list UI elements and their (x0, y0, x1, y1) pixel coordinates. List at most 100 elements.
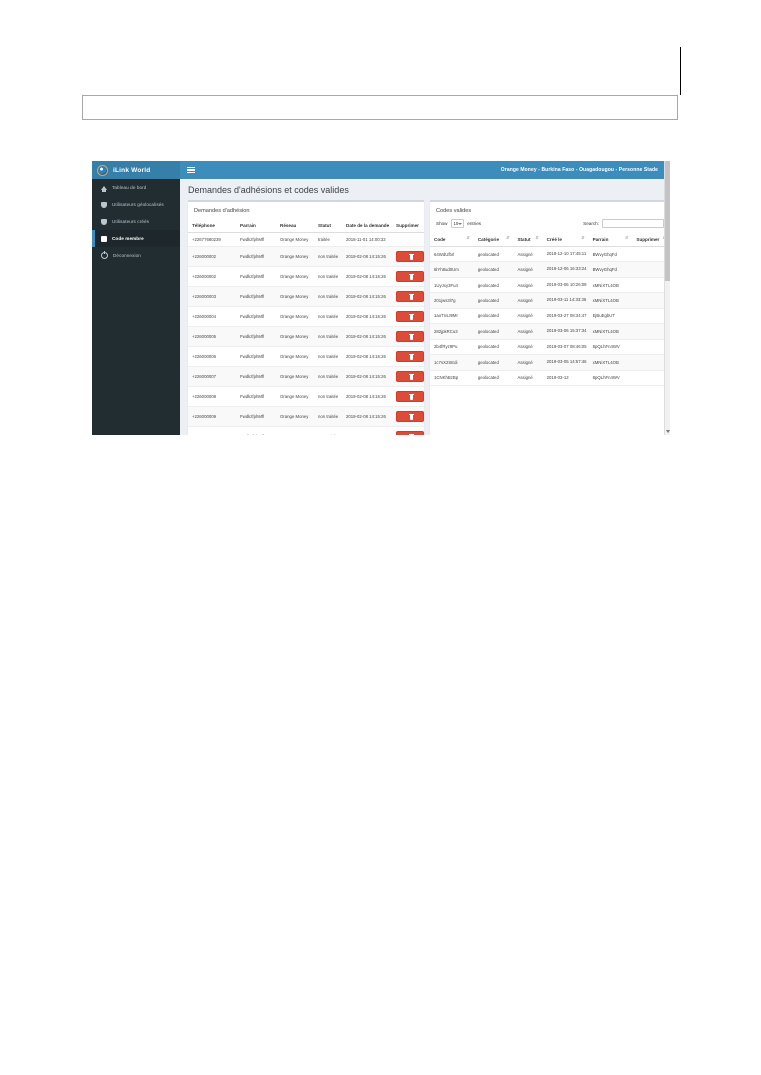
cell-parrain: FwdkzfphMfl (236, 286, 276, 307)
sidebar-item-utilisateurs-geolocalises[interactable]: Utilisateurs géolocalisés (92, 196, 180, 213)
main-content: Demandes d'adhésions et codes valides De… (180, 179, 670, 435)
table-demandes-adhesion: Téléphone Parrain Réseau Statut Date de … (188, 219, 424, 435)
delete-button[interactable] (396, 251, 424, 262)
cell-supprimer (632, 370, 670, 386)
table-row: +226000006 FwdkzfphMfl Orange Money non tra… (188, 346, 424, 367)
table-row: 64WdUfbrl geolocated Assigné 2018-12-10 17:… (430, 246, 670, 263)
sidebar-item-deconnexion[interactable]: Déconnexion (92, 247, 180, 264)
cell-date: 2019-02-08 14:15:26 (342, 386, 392, 407)
cell-supprimer (392, 246, 424, 267)
cell-supprimer (632, 354, 670, 371)
cell-supprimer (632, 339, 670, 356)
col-categorie[interactable]: Catégorie ⇵ (473, 233, 514, 247)
table-row: +226000002 FwdkzfphMfl Orange Money non tra… (188, 266, 424, 287)
table-row: +226000002 FwdkzfphMfl Orange Money non tra… (188, 246, 424, 267)
cell-reseau: Orange Money (276, 232, 314, 247)
delete-button[interactable] (396, 271, 424, 282)
cell-parrain: 8pQLhFn4WV (588, 370, 633, 386)
sidebar-item-tableau-de-bord[interactable]: Tableau de bord (92, 179, 180, 196)
cell-code: 64WdUfbrl (430, 246, 474, 263)
sidebar-item-label: Utilisateurs géolocalisés (112, 202, 164, 207)
hamburger-menu-icon[interactable] (187, 166, 195, 174)
card-title: Codes valides (436, 208, 472, 214)
table-row: +226000004 FwdkzfphMfl Orange Money non tra… (188, 306, 424, 327)
cell-telephone: +22677680239 (188, 232, 236, 247)
scrollbar-thumb[interactable] (665, 161, 670, 281)
col-parrain[interactable]: Parrain ⇵ (588, 233, 633, 247)
document-empty-bar (82, 95, 678, 120)
delete-button[interactable] (396, 371, 424, 382)
page-scrollbar[interactable] (664, 161, 670, 435)
users-icon (101, 201, 107, 208)
col-statut: Statut (314, 219, 342, 233)
col-statut[interactable]: Statut ⇵ (513, 233, 543, 247)
entries-select[interactable]: 10 (450, 219, 465, 228)
delete-button[interactable] (396, 391, 424, 402)
cell-reseau: Orange Money (276, 326, 314, 347)
cell-statut: Assigné (513, 339, 543, 356)
delete-button[interactable] (396, 431, 424, 435)
col-code[interactable]: Code ⇵ (430, 233, 474, 247)
cell-supprimer (632, 261, 670, 278)
cell-cree-le: 2019-03-06 15:37:34 (542, 323, 589, 340)
table-row: 6lYh8ud0Um geolocated Assigné 2018-12-06 16… (430, 261, 670, 278)
cell-statut: Assigné (513, 277, 543, 294)
delete-button[interactable] (396, 291, 424, 302)
col-telephone: Téléphone (188, 219, 236, 233)
cell-parrain: FwdkzfphMfl (236, 232, 276, 247)
cell-code: 201jws3l7g (430, 292, 474, 309)
sidebar-item-code-membre[interactable]: Code membre (92, 230, 180, 247)
col-parrain-label: Parrain (592, 237, 609, 242)
col-cree-le[interactable]: Créé le ⇵ (542, 233, 589, 247)
topbar-account-label[interactable]: Orange Money - Burkina Faso - Ouagadougo… (500, 167, 658, 173)
cell-date: 2019-02-08 14:15:26 (342, 306, 392, 327)
delete-button[interactable] (396, 311, 424, 322)
datatable-toolbar: Show 10 entries Search: (430, 219, 670, 233)
cell-statut: non traitée (314, 346, 342, 367)
cell-categorie: geolocated (473, 277, 514, 294)
delete-button[interactable] (396, 331, 424, 342)
cell-reseau: Orange Money (276, 366, 314, 387)
sort-icon: ⇵ (466, 235, 470, 240)
table-row: 1UyJxy3Fu4 geolocated Assigné 2019-03-06 10… (430, 277, 670, 294)
cell-statut: Assigné (513, 323, 543, 340)
sort-icon: ⇵ (506, 235, 510, 240)
cell-statut: Assigné (513, 308, 543, 325)
delete-button[interactable] (396, 351, 424, 362)
cell-code: 1c7sX2SEdi (430, 354, 474, 371)
cell-parrain: xMNiXTL4OB (588, 354, 633, 371)
cell-telephone: +226000010 (188, 426, 236, 435)
cell-parrain: xMNiXTL4OB (588, 277, 633, 294)
col-statut-label: Statut (517, 237, 531, 242)
table-body: 64WdUfbrl geolocated Assigné 2018-12-10 17:… (430, 246, 670, 386)
cell-statut: non traitée (314, 406, 342, 427)
cell-telephone: +226000002 (188, 246, 236, 267)
cell-reseau: Orange Money (276, 266, 314, 287)
search-control: Search: (583, 219, 664, 228)
cell-reseau: Orange Money (276, 386, 314, 407)
app-screenshot: iLink World Tableau de bord Utilisateurs… (92, 161, 670, 435)
cell-reseau: Orange Money (276, 286, 314, 307)
cell-date: 2019-02-08 14:15:26 (342, 406, 392, 427)
search-input[interactable] (602, 219, 664, 228)
delete-button[interactable] (396, 411, 424, 422)
cell-cree-le: 2018-12-06 16:33:24 (542, 261, 589, 278)
brand-header[interactable]: iLink World (92, 161, 180, 179)
col-date-demande: Date de la demande (342, 219, 392, 233)
home-icon (101, 185, 107, 192)
cell-parrain: xMNiXTL4OB (588, 323, 633, 340)
cell-statut: non traitée (314, 386, 342, 407)
cell-reseau: Orange Money (276, 426, 314, 435)
cell-telephone: +226000007 (188, 366, 236, 387)
sidebar-item-utilisateurs-crees[interactable]: Utilisateurs créés (92, 213, 180, 230)
table-row: +226000009 FwdkzfphMfl Orange Money non tra… (188, 406, 424, 427)
cell-statut: non traitée (314, 306, 342, 327)
page-title: Demandes d'adhésions et codes valides (188, 185, 349, 195)
chevron-down-icon (458, 222, 463, 225)
col-parrain: Parrain (236, 219, 276, 233)
cell-parrain: 8pQLhFn4WV (588, 339, 633, 356)
scroll-down-arrow-icon[interactable] (666, 430, 670, 433)
users-icon (101, 218, 107, 225)
cell-parrain: FwdkzfphMfl (236, 306, 276, 327)
